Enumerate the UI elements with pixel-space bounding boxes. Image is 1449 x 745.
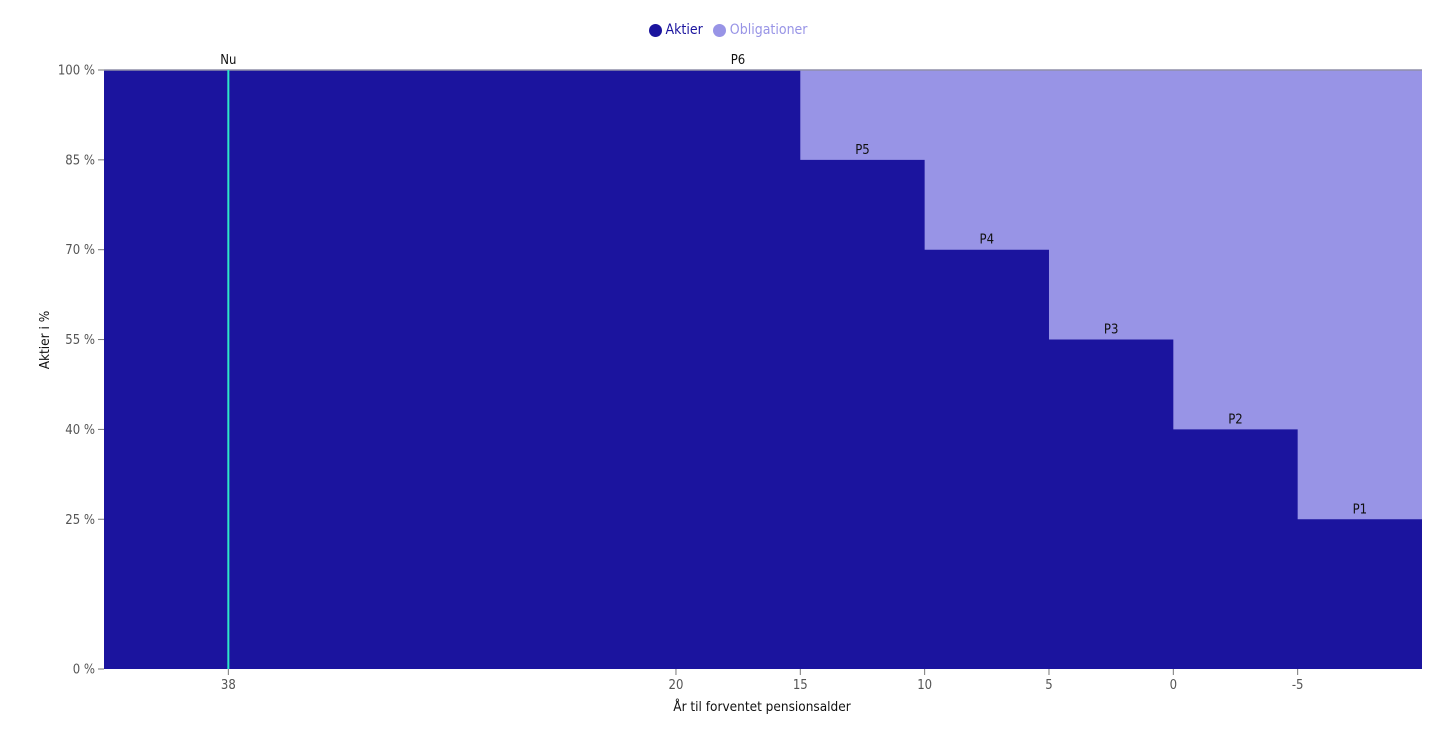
y-tick-label: 0 % bbox=[73, 663, 95, 678]
x-tick-label: 5 bbox=[1045, 678, 1052, 693]
x-tick-label: 0 bbox=[1170, 678, 1177, 693]
x-tick-label: 20 bbox=[669, 678, 684, 693]
axes: 38 20 15 10 5 0 -5 0 % 25 % 40 % 55 % 70 % 85 % 100 % bbox=[58, 64, 1304, 694]
legend-label-aktier: Aktier bbox=[665, 22, 703, 38]
phase-label-p4: P4 bbox=[980, 233, 995, 248]
legend-swatch-aktier bbox=[648, 23, 662, 37]
phase-label-p5: P5 bbox=[855, 143, 870, 158]
aktier-area bbox=[104, 70, 1422, 669]
x-tick-label: 15 bbox=[793, 678, 808, 693]
legend-item-aktier[interactable]: Aktier bbox=[648, 22, 703, 38]
x-tick-label: 38 bbox=[221, 678, 236, 693]
x-axis-title: År til forventet pensionsalder bbox=[673, 698, 850, 715]
y-tick-label: 70 % bbox=[65, 243, 95, 258]
nu-marker-label: Nu bbox=[220, 53, 236, 68]
plot-area: P6 P5 P4 P3 P2 P1 Nu bbox=[104, 53, 1422, 669]
phase-label-p2: P2 bbox=[1228, 412, 1243, 427]
legend-label-obligationer: Obligationer bbox=[729, 22, 808, 38]
legend-swatch-obligationer bbox=[712, 23, 726, 37]
y-tick-label: 55 % bbox=[65, 333, 95, 348]
x-tick-label: -5 bbox=[1292, 678, 1304, 693]
y-tick-label: 40 % bbox=[65, 423, 95, 438]
phase-label-p1: P1 bbox=[1353, 502, 1368, 517]
chart-legend: Aktier Obligationer bbox=[0, 22, 1449, 38]
y-axis-title: Aktier i % bbox=[37, 311, 53, 370]
y-tick-label: 25 % bbox=[65, 513, 95, 528]
y-tick-label: 100 % bbox=[58, 64, 95, 79]
phase-label-p3: P3 bbox=[1104, 323, 1119, 338]
legend-item-obligationer[interactable]: Obligationer bbox=[712, 22, 808, 38]
y-tick-label: 85 % bbox=[65, 153, 95, 168]
x-tick-label: 10 bbox=[917, 678, 932, 693]
phase-label-p6: P6 bbox=[731, 53, 746, 68]
